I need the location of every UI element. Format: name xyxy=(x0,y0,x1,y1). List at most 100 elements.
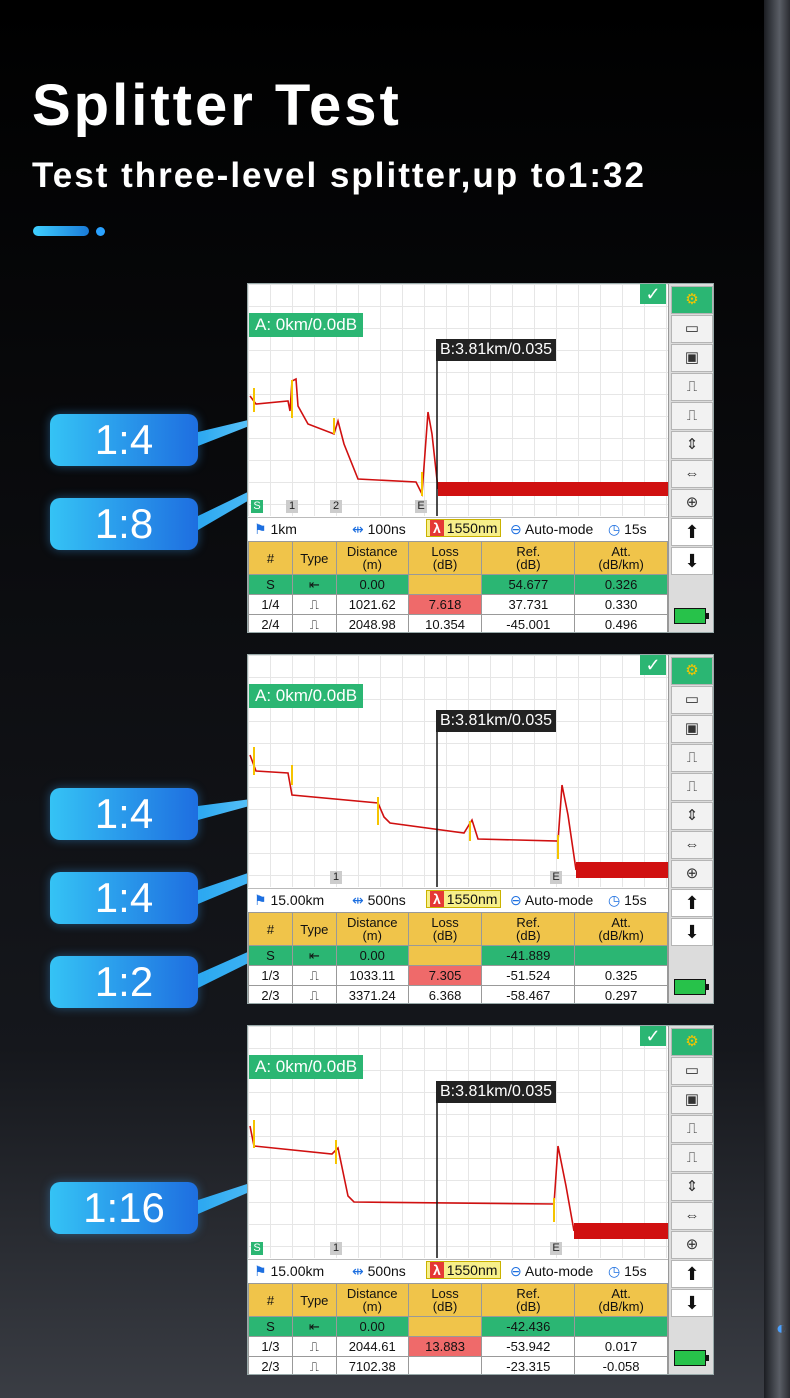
zoom-horizontal-icon[interactable]: ⇔ xyxy=(671,831,713,859)
pulse-center-icon[interactable]: ⎍ xyxy=(671,1144,713,1172)
folder-icon[interactable]: ▭ xyxy=(671,315,713,343)
wavelength-readout[interactable]: λ 1550nm xyxy=(426,890,502,908)
mode-value: Auto-mode xyxy=(524,892,594,908)
arrow-down-icon[interactable]: ⬇ xyxy=(671,918,713,946)
battery-icon xyxy=(674,608,709,624)
sidebar-toolbar: ⚙ ▭ ▣ ⎍ ⎍ ⇕ ⇔ ⊕ ⬆ ⬇ xyxy=(668,284,713,632)
wavelength-readout[interactable]: λ 1550nm xyxy=(426,519,502,537)
col-header: Att. (dB/km) xyxy=(574,912,668,946)
pulse-width-icon: ⇹ xyxy=(352,1263,364,1279)
pulse-readout[interactable]: ⇹ 100ns xyxy=(352,521,406,538)
gear-icon[interactable]: ⚙ xyxy=(671,1028,713,1056)
time-readout[interactable]: ◷ 15s xyxy=(608,1263,647,1280)
table-row[interactable]: 2/3 ⎍ 7102.38 -23.315 -0.058 xyxy=(248,1356,668,1374)
col-header: Distance (m) xyxy=(335,1283,409,1317)
zoom-fit-icon[interactable]: ⊕ xyxy=(671,489,713,517)
range-readout[interactable]: ⚑ 15.00km xyxy=(254,1263,324,1280)
trace-plot[interactable]: A: 0km/0.0dB B:3.81km/0.035 ✓ S 1 2 E xyxy=(248,284,668,516)
table-row[interactable]: S ⇤ 0.00 54.677 0.326 xyxy=(248,574,668,595)
zoom-fit-icon[interactable]: ⊕ xyxy=(671,1231,713,1259)
zoom-vertical-icon[interactable]: ⇕ xyxy=(671,1173,713,1201)
mode-readout[interactable]: ⊖ Auto-mode xyxy=(510,1263,593,1280)
row-loss: 7.305 xyxy=(407,965,483,986)
row-ref: -45.001 xyxy=(481,614,576,632)
pulse-left-icon[interactable]: ⎍ xyxy=(671,373,713,401)
col-header: Loss (dB) xyxy=(407,541,483,575)
lambda-icon: λ xyxy=(430,520,444,536)
time-readout[interactable]: ◷ 15s xyxy=(608,892,647,909)
row-distance: 2044.61 xyxy=(335,1336,409,1357)
timer-icon: ◷ xyxy=(608,1263,621,1279)
col-header: # xyxy=(248,541,293,575)
gear-icon[interactable]: ⚙ xyxy=(671,657,713,685)
wavelength-value: 1550nm xyxy=(446,520,498,536)
trace-plot[interactable]: A: 0km/0.0dB B:3.81km/0.035 ✓ S 1 E xyxy=(248,1026,668,1258)
save-icon[interactable]: ▣ xyxy=(671,1086,713,1114)
zoom-fit-icon[interactable]: ⊕ xyxy=(671,860,713,888)
event-tag: 1 xyxy=(330,1242,342,1255)
accent-dot xyxy=(96,227,105,236)
table-header-row: # Type Distance (m) Loss (dB) Ref. (dB) … xyxy=(248,1283,668,1317)
row-loss xyxy=(407,574,483,595)
range-readout[interactable]: ⚑ 15.00km xyxy=(254,892,324,909)
status-bar: ⚑ 15.00km ⇹ 500ns λ 1550nm ⊖ Auto-mode ◷ … xyxy=(248,888,668,913)
time-readout[interactable]: ◷ 15s xyxy=(608,521,647,538)
row-att: 0.297 xyxy=(574,985,668,1003)
row-id: S xyxy=(248,945,293,966)
col-header: Ref. (dB) xyxy=(481,541,576,575)
arrow-up-icon[interactable]: ⬆ xyxy=(671,889,713,917)
row-id: 2/3 xyxy=(248,985,293,1003)
table-row[interactable]: 1/3 ⎍ 2044.61 13.883 -53.942 0.017 xyxy=(248,1336,668,1357)
pulse-readout[interactable]: ⇹ 500ns xyxy=(352,1263,406,1280)
zoom-horizontal-icon[interactable]: ⇔ xyxy=(671,1202,713,1230)
marker-b-label: B:3.81km/0.035 xyxy=(436,1081,557,1103)
event-tag: 1 xyxy=(330,871,342,884)
table-header-row: # Type Distance (m) Loss (dB) Ref. (dB) … xyxy=(248,541,668,575)
folder-icon[interactable]: ▭ xyxy=(671,686,713,714)
mode-readout[interactable]: ⊖ Auto-mode xyxy=(510,892,593,909)
table-row[interactable]: S ⇤ 0.00 -42.436 xyxy=(248,1316,668,1337)
row-ref: -41.889 xyxy=(481,945,576,966)
gear-icon[interactable]: ⚙ xyxy=(671,286,713,314)
row-ref: -51.524 xyxy=(481,965,576,986)
mode-readout[interactable]: ⊖ Auto-mode xyxy=(510,521,593,538)
table-row[interactable]: S ⇤ 0.00 -41.889 xyxy=(248,945,668,966)
save-icon[interactable]: ▣ xyxy=(671,344,713,372)
pulse-readout[interactable]: ⇹ 500ns xyxy=(352,892,406,909)
marker-a-label: A: 0km/0.0dB xyxy=(249,684,364,708)
table-row[interactable]: 1/3 ⎍ 1033.11 7.305 -51.524 0.325 xyxy=(248,965,668,986)
col-header: Distance (m) xyxy=(335,541,409,575)
row-distance: 7102.38 xyxy=(335,1356,409,1374)
marker-a-label: A: 0km/0.0dB xyxy=(249,1055,364,1079)
time-value: 15s xyxy=(624,521,647,537)
pulse-center-icon[interactable]: ⎍ xyxy=(671,402,713,430)
callout-ratio: 1:2 xyxy=(50,956,198,1008)
zoom-vertical-icon[interactable]: ⇕ xyxy=(671,431,713,459)
arrow-down-icon[interactable]: ⬇ xyxy=(671,547,713,575)
arrow-down-icon[interactable]: ⬇ xyxy=(671,1289,713,1317)
edge-glyph: ◐ xyxy=(776,1318,787,1338)
table-row[interactable]: 1/4 ⎍ 1021.62 7.618 37.731 0.330 xyxy=(248,594,668,615)
zoom-vertical-icon[interactable]: ⇕ xyxy=(671,802,713,830)
range-value: 15.00km xyxy=(270,892,325,908)
trace-plot[interactable]: A: 0km/0.0dB B:3.81km/0.035 ✓ 1 E xyxy=(248,655,668,887)
table-row[interactable]: 2/4 ⎍ 2048.98 10.354 -45.001 0.496 xyxy=(248,614,668,632)
wavelength-value: 1550nm xyxy=(446,891,498,907)
row-distance: 1021.62 xyxy=(335,594,409,615)
arrow-up-icon[interactable]: ⬆ xyxy=(671,1260,713,1288)
timer-icon: ◷ xyxy=(608,892,621,908)
event-tag: 1 xyxy=(286,500,298,513)
save-icon[interactable]: ▣ xyxy=(671,715,713,743)
pulse-center-icon[interactable]: ⎍ xyxy=(671,773,713,801)
zoom-horizontal-icon[interactable]: ⇔ xyxy=(671,460,713,488)
col-header: Loss (dB) xyxy=(407,912,483,946)
table-row[interactable]: 2/3 ⎍ 3371.24 6.368 -58.467 0.297 xyxy=(248,985,668,1003)
pulse-left-icon[interactable]: ⎍ xyxy=(671,744,713,772)
splitter-event-icon: ⎍ xyxy=(291,1336,337,1357)
arrow-up-icon[interactable]: ⬆ xyxy=(671,518,713,546)
folder-icon[interactable]: ▭ xyxy=(671,1057,713,1085)
row-id: 2/3 xyxy=(248,1356,293,1374)
wavelength-readout[interactable]: λ 1550nm xyxy=(426,1261,502,1279)
range-readout[interactable]: ⚑ 1km xyxy=(254,521,297,538)
pulse-left-icon[interactable]: ⎍ xyxy=(671,1115,713,1143)
